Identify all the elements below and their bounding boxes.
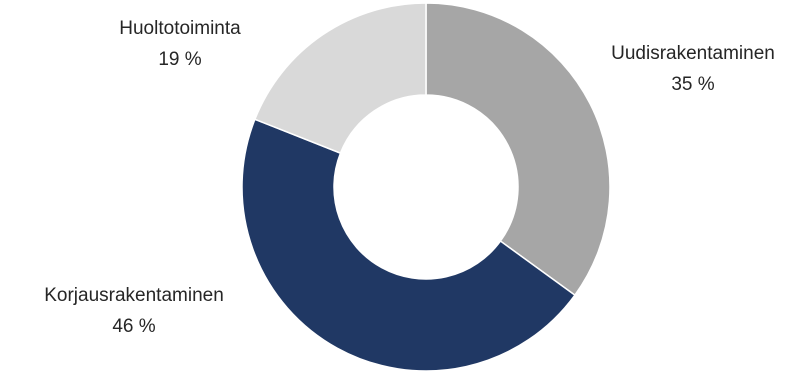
slice-label-value: 19 % [158,49,201,70]
slice-label-name: Uudisrakentaminen [611,43,775,64]
donut-slices [241,2,611,372]
donut-slice-uudisrakentaminen [425,2,611,297]
label-uudisrakentaminen: Uudisrakentaminen 35 % [611,43,775,95]
donut-slice-huoltotoiminta [253,2,427,155]
label-korjausrakentaminen: Korjausrakentaminen 46 % [44,285,224,337]
slice-label-value: 46 % [112,316,155,337]
donut-slice-korjausrakentaminen [241,118,576,372]
label-huoltotoiminta: Huoltotoiminta 19 % [119,18,241,70]
slice-label-name: Korjausrakentaminen [44,285,224,306]
slice-label-name: Huoltotoiminta [119,18,241,39]
slice-label-value: 35 % [671,74,714,95]
